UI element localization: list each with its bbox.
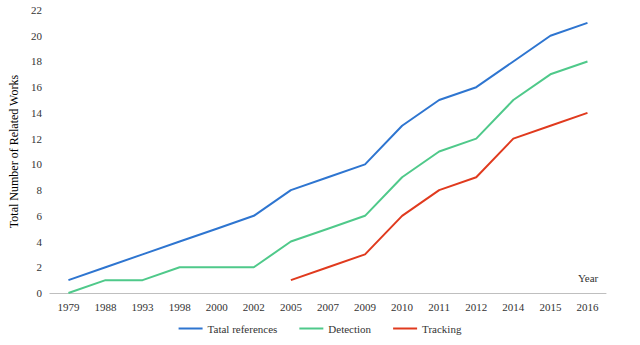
svg-text:0: 0 [36,287,42,299]
svg-text:2005: 2005 [280,301,303,313]
svg-text:2014: 2014 [502,301,525,313]
svg-text:Tatal references: Tatal references [208,323,278,335]
svg-text:2: 2 [36,261,42,273]
svg-text:20: 20 [31,30,43,42]
svg-text:Year: Year [578,272,599,284]
svg-text:2010: 2010 [391,301,414,313]
svg-text:1998: 1998 [169,301,192,313]
svg-text:4: 4 [36,236,42,248]
svg-text:12: 12 [31,133,42,145]
svg-text:1993: 1993 [132,301,155,313]
svg-text:Tracking: Tracking [422,323,462,335]
svg-text:22: 22 [31,4,42,16]
svg-text:2009: 2009 [354,301,377,313]
svg-text:2011: 2011 [428,301,450,313]
svg-text:8: 8 [36,184,42,196]
svg-text:2000: 2000 [206,301,229,313]
svg-text:6: 6 [36,210,42,222]
svg-text:2007: 2007 [317,301,340,313]
svg-text:1979: 1979 [57,301,80,313]
svg-text:18: 18 [31,55,43,67]
svg-text:1988: 1988 [95,301,118,313]
svg-text:2002: 2002 [243,301,265,313]
svg-text:2015: 2015 [539,301,562,313]
svg-text:2012: 2012 [465,301,487,313]
svg-text:16: 16 [31,81,43,93]
svg-text:Total Number of Related Works: Total Number of Related Works [7,75,21,229]
svg-text:Detection: Detection [328,323,371,335]
svg-text:10: 10 [31,158,43,170]
svg-text:14: 14 [31,107,43,119]
svg-text:2016: 2016 [576,301,599,313]
